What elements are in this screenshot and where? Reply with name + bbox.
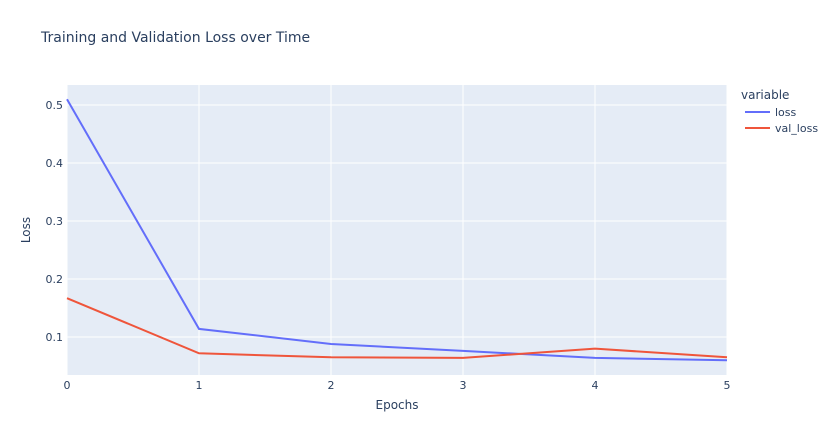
x-tick-label: 0 (64, 379, 71, 392)
x-tick-label: 5 (724, 379, 731, 392)
series-line (66, 98, 728, 362)
x-tick-label: 2 (328, 379, 335, 392)
y-tick-label: 0.1 (46, 331, 64, 344)
x-tick-label: 1 (196, 379, 203, 392)
chart-title: Training and Validation Loss over Time (40, 30, 310, 46)
y-tick-label: 0.3 (46, 215, 64, 228)
y-axis-label: Loss (19, 217, 33, 243)
legend-label: loss (775, 106, 797, 119)
x-tick-label: 3 (460, 379, 467, 392)
legend-label: val_loss (775, 122, 818, 135)
series-line (66, 297, 728, 359)
y-tick-label: 0.4 (46, 157, 64, 170)
x-tick-label: 4 (592, 379, 599, 392)
legend-title: variable (741, 88, 789, 102)
plot-area (67, 85, 727, 375)
y-tick-label: 0.5 (46, 99, 64, 112)
x-axis-label: Epochs (376, 398, 419, 412)
y-tick-label: 0.2 (46, 273, 64, 286)
